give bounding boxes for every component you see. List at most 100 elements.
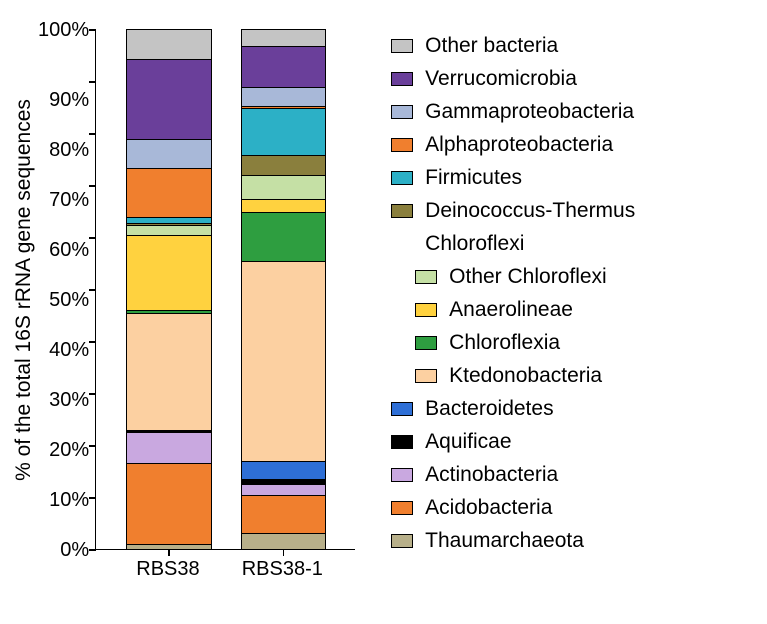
- legend-label: Bacteroidetes: [425, 397, 553, 421]
- legend-label: Deinococcus-Thermus: [425, 199, 635, 223]
- segment-Acidobacteria: [242, 495, 325, 534]
- legend-label: Aquificae: [425, 430, 511, 454]
- segment-Gammaproteobacteria: [242, 87, 325, 106]
- legend-item-Chloroflexia: Chloroflexia: [415, 331, 635, 355]
- legend-label: Other Chloroflexi: [449, 265, 607, 289]
- segment-Other-bacteria: [127, 30, 210, 59]
- segment-Actinobacteria: [127, 432, 210, 463]
- y-axis-label: % of the total 16S rRNA gene sequences: [12, 99, 36, 481]
- legend-label: Anaerolineae: [449, 298, 573, 322]
- legend-swatch: [391, 534, 413, 548]
- y-tick-mark: [89, 445, 96, 447]
- legend-item-Other-bacteria: Other bacteria: [391, 34, 635, 58]
- segment-Deinococcus-Thermus: [242, 155, 325, 176]
- legend-label: Firmicutes: [425, 166, 522, 190]
- y-tick-mark: [89, 237, 96, 239]
- segment-Thaumarchaeota: [242, 533, 325, 549]
- legend-label: Alphaproteobacteria: [425, 133, 613, 157]
- y-tick-mark: [89, 133, 96, 135]
- segment-Ktedonobacteria: [242, 261, 325, 461]
- legend-item-Anaerolineae: Anaerolineae: [415, 298, 635, 322]
- legend-item-Acidobacteria: Acidobacteria: [391, 496, 635, 520]
- segment-Bacteroidetes: [242, 461, 325, 479]
- y-tick-label: 10%: [49, 490, 89, 510]
- y-tick-label: 80%: [49, 140, 89, 160]
- legend-label: Actinobacteria: [425, 463, 558, 487]
- legend-swatch: [391, 402, 413, 416]
- legend-swatch: [391, 468, 413, 482]
- segment-Actinobacteria: [242, 484, 325, 494]
- legend-item-Gammaproteobacteria: Gammaproteobacteria: [391, 100, 635, 124]
- bar-RBS38: [127, 30, 210, 549]
- legend-swatch: [391, 39, 413, 53]
- legend-swatch: [391, 138, 413, 152]
- legend-swatch: [391, 435, 413, 449]
- segment-Other-bacteria: [242, 30, 325, 46]
- legend-swatch: [415, 270, 437, 284]
- y-tick-mark: [89, 185, 96, 187]
- y-tick-label: 30%: [49, 390, 89, 410]
- y-tick-mark: [89, 341, 96, 343]
- segment-Firmicutes: [242, 108, 325, 155]
- legend-item-Alphaproteobacteria: Alphaproteobacteria: [391, 133, 635, 157]
- legend-label: Chloroflexia: [449, 331, 560, 355]
- legend-heading-label: Chloroflexi: [425, 232, 524, 256]
- legend-label: Verrucomicrobia: [425, 67, 577, 91]
- y-tick-label: 90%: [49, 90, 89, 110]
- y-tick-label: 60%: [49, 240, 89, 260]
- chart-container: % of the total 16S rRNA gene sequences 1…: [0, 0, 767, 591]
- ylabel-wrap: % of the total 16S rRNA gene sequences: [10, 30, 38, 550]
- legend-label: Ktedonobacteria: [449, 364, 602, 388]
- x-label-RBS38-1: RBS38-1: [241, 558, 324, 581]
- plot-row: 100%90%80%70%60%50%40%30%20%10%0%: [38, 20, 355, 550]
- y-tick-mark: [89, 81, 96, 83]
- y-tick-label: 100%: [38, 20, 89, 40]
- y-tick-label: 0%: [60, 540, 89, 560]
- legend-item-Deinococcus-Thermus: Deinococcus-Thermus: [391, 199, 635, 223]
- legend-swatch: [391, 171, 413, 185]
- x-tick-mark: [283, 549, 285, 556]
- y-tick-label: 70%: [49, 190, 89, 210]
- segment-Gammaproteobacteria: [127, 139, 210, 168]
- x-label-RBS38: RBS38: [126, 558, 209, 581]
- segment-Anaerolineae: [242, 199, 325, 212]
- legend-item-Firmicutes: Firmicutes: [391, 166, 635, 190]
- segment-Verrucomicrobia: [242, 46, 325, 88]
- legend-item-Aquificae: Aquificae: [391, 430, 635, 454]
- segment-Acidobacteria: [127, 463, 210, 543]
- legend-swatch: [391, 105, 413, 119]
- legend-label: Thaumarchaeota: [425, 529, 584, 553]
- segment-Ktedonobacteria: [127, 313, 210, 430]
- y-ticks: 100%90%80%70%60%50%40%30%20%10%0%: [38, 30, 95, 550]
- segment-Other-Chloroflexi: [127, 225, 210, 235]
- legend-item-Bacteroidetes: Bacteroidetes: [391, 397, 635, 421]
- segment-Anaerolineae: [127, 235, 210, 310]
- segment-Chloroflexia: [242, 212, 325, 261]
- y-tick-label: 20%: [49, 440, 89, 460]
- y-tick-mark: [89, 393, 96, 395]
- legend-swatch: [415, 336, 437, 350]
- y-tick-label: 50%: [49, 290, 89, 310]
- legend-swatch: [391, 501, 413, 515]
- legend-label: Gammaproteobacteria: [425, 100, 634, 124]
- y-tick-mark: [89, 289, 96, 291]
- segment-Verrucomicrobia: [127, 59, 210, 139]
- legend-heading-Chloroflexi: Chloroflexi: [391, 232, 635, 256]
- plot-area: [95, 30, 355, 550]
- segment-Alphaproteobacteria: [127, 168, 210, 217]
- axis-area: 100%90%80%70%60%50%40%30%20%10%0% RBS38R…: [38, 20, 355, 581]
- x-labels: RBS38 RBS38-1: [95, 550, 355, 581]
- bar-RBS38-1: [242, 30, 325, 549]
- legend-item-Thaumarchaeota: Thaumarchaeota: [391, 529, 635, 553]
- y-tick-mark: [89, 497, 96, 499]
- legend-item-Ktedonobacteria: Ktedonobacteria: [415, 364, 635, 388]
- legend-item-Actinobacteria: Actinobacteria: [391, 463, 635, 487]
- legend: Other bacteria Verrucomicrobia Gammaproteo…: [391, 34, 635, 581]
- y-tick-mark: [89, 29, 96, 31]
- legend-swatch: [415, 303, 437, 317]
- legend-swatch: [391, 204, 413, 218]
- y-tick-mark: [89, 549, 96, 551]
- legend-label: Acidobacteria: [425, 496, 552, 520]
- legend-swatch: [391, 72, 413, 86]
- chart-block: % of the total 16S rRNA gene sequences 1…: [10, 20, 355, 581]
